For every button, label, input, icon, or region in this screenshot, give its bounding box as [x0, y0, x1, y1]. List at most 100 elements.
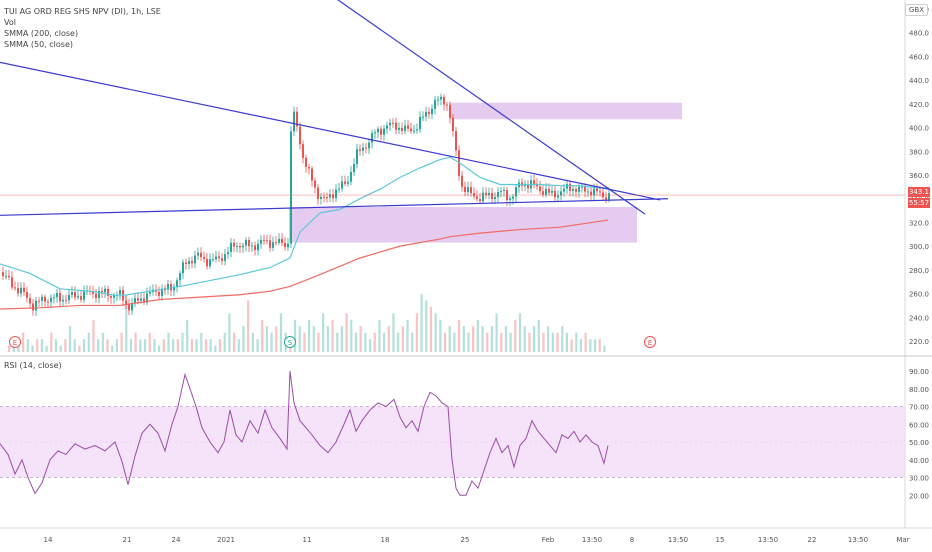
candle-body: [479, 199, 481, 202]
candle-body: [404, 125, 406, 131]
candle-body: [344, 181, 346, 184]
candle-body: [293, 111, 295, 132]
candle-body: [188, 261, 190, 264]
indicator-volume[interactable]: Vol: [4, 18, 16, 27]
volume-bar: [172, 339, 175, 352]
candle-body: [590, 191, 592, 196]
candle-body: [296, 111, 298, 127]
candle-body: [461, 175, 463, 187]
volume-bar: [270, 332, 273, 352]
candle-body: [593, 188, 595, 196]
candle-body: [47, 301, 49, 303]
candle-body: [98, 291, 100, 299]
candle-body: [503, 189, 505, 192]
volume-bar: [73, 339, 76, 352]
candle-body: [266, 240, 268, 242]
candle-body: [119, 290, 121, 295]
event-marker-circle: [9, 336, 21, 348]
symbol-title[interactable]: TUI AG ORD REG SHS NPV (DI), 1h, LSE: [4, 7, 161, 16]
volume-bar: [31, 345, 34, 352]
candle-body: [170, 283, 172, 291]
candle-body: [338, 188, 340, 190]
volume-bar: [575, 332, 578, 352]
volume-bar: [561, 326, 564, 352]
price-tick-label: 480.0: [909, 30, 929, 38]
time-tick-label: 2021: [217, 536, 235, 544]
candle-body: [527, 185, 529, 189]
candle-body: [179, 273, 181, 281]
candle-body: [449, 104, 451, 118]
volume-bar: [336, 332, 339, 352]
time-tick-label: 11: [303, 536, 312, 544]
candle-body: [377, 128, 379, 133]
currency-badge[interactable]: GBX: [904, 4, 928, 16]
price-tick-label: 240.0: [909, 314, 929, 322]
volume-bar: [509, 332, 512, 352]
candle-body: [227, 251, 229, 255]
candle-body: [401, 127, 403, 131]
volume-bar: [204, 339, 208, 352]
volume-bar: [415, 313, 419, 352]
volume-bar: [378, 319, 381, 352]
volume-bar: [162, 339, 165, 352]
rsi-legend: RSI (14, close): [4, 360, 62, 371]
candle-body: [17, 288, 19, 294]
volume-bar: [458, 319, 461, 352]
candle-body: [323, 196, 325, 198]
rsi-title[interactable]: RSI (14, close): [4, 361, 62, 370]
candle-body: [557, 195, 559, 198]
volume-bar: [317, 332, 320, 352]
rsi-tick-label: 70.00: [909, 404, 929, 412]
volume-bar: [26, 339, 29, 352]
indicator-smma-50[interactable]: SMMA (50, close): [4, 40, 74, 49]
candle-body: [542, 191, 544, 195]
volume-bar: [364, 332, 367, 352]
volume-bar: [125, 294, 128, 352]
indicator-smma-200[interactable]: SMMA (200, close): [4, 29, 79, 38]
candle-body: [191, 261, 193, 264]
candle-body: [464, 186, 466, 192]
volume-bar: [354, 332, 358, 352]
candle-body: [350, 172, 352, 182]
candle-body: [569, 183, 571, 191]
candle-body: [341, 181, 343, 189]
candle-body: [554, 190, 556, 198]
candle-body: [143, 298, 145, 303]
candle-body: [50, 297, 52, 303]
time-tick-label: 22: [808, 536, 817, 544]
candle-body: [422, 116, 424, 118]
volume-bar: [551, 332, 554, 352]
candle-body: [398, 127, 400, 130]
volume-bar: [537, 319, 540, 352]
candle-body: [332, 194, 334, 199]
chart-legend: TUI AG ORD REG SHS NPV (DI), 1h, LSE Vol…: [4, 6, 161, 50]
candle-body: [254, 245, 256, 251]
candle-body: [230, 242, 232, 252]
candle-body: [224, 254, 226, 261]
candle-body: [200, 252, 202, 258]
time-tick-label: 13:50: [848, 536, 868, 544]
volume-bar: [298, 326, 301, 352]
candle-body: [536, 183, 538, 187]
volume-bar: [598, 339, 601, 352]
volume-bar: [129, 339, 133, 352]
volume-bar: [106, 339, 109, 352]
candle-body: [389, 122, 391, 126]
event-marker-label: E: [13, 339, 17, 347]
candle-body: [383, 128, 385, 135]
candle-body: [194, 255, 196, 264]
volume-bar: [8, 345, 11, 352]
time-tick-label: Mar: [896, 536, 909, 544]
candle-body: [284, 242, 286, 248]
candle-body: [2, 272, 4, 277]
candle-body: [497, 191, 499, 198]
volume-bar: [111, 345, 114, 352]
volume-bar: [542, 332, 545, 352]
price-tick-label: 300.0: [909, 243, 929, 251]
candle-body: [575, 188, 577, 192]
candle-body: [533, 180, 535, 184]
candle-body: [212, 259, 214, 261]
volume-bar: [228, 313, 231, 352]
time-tick-label: 13:50: [668, 536, 688, 544]
